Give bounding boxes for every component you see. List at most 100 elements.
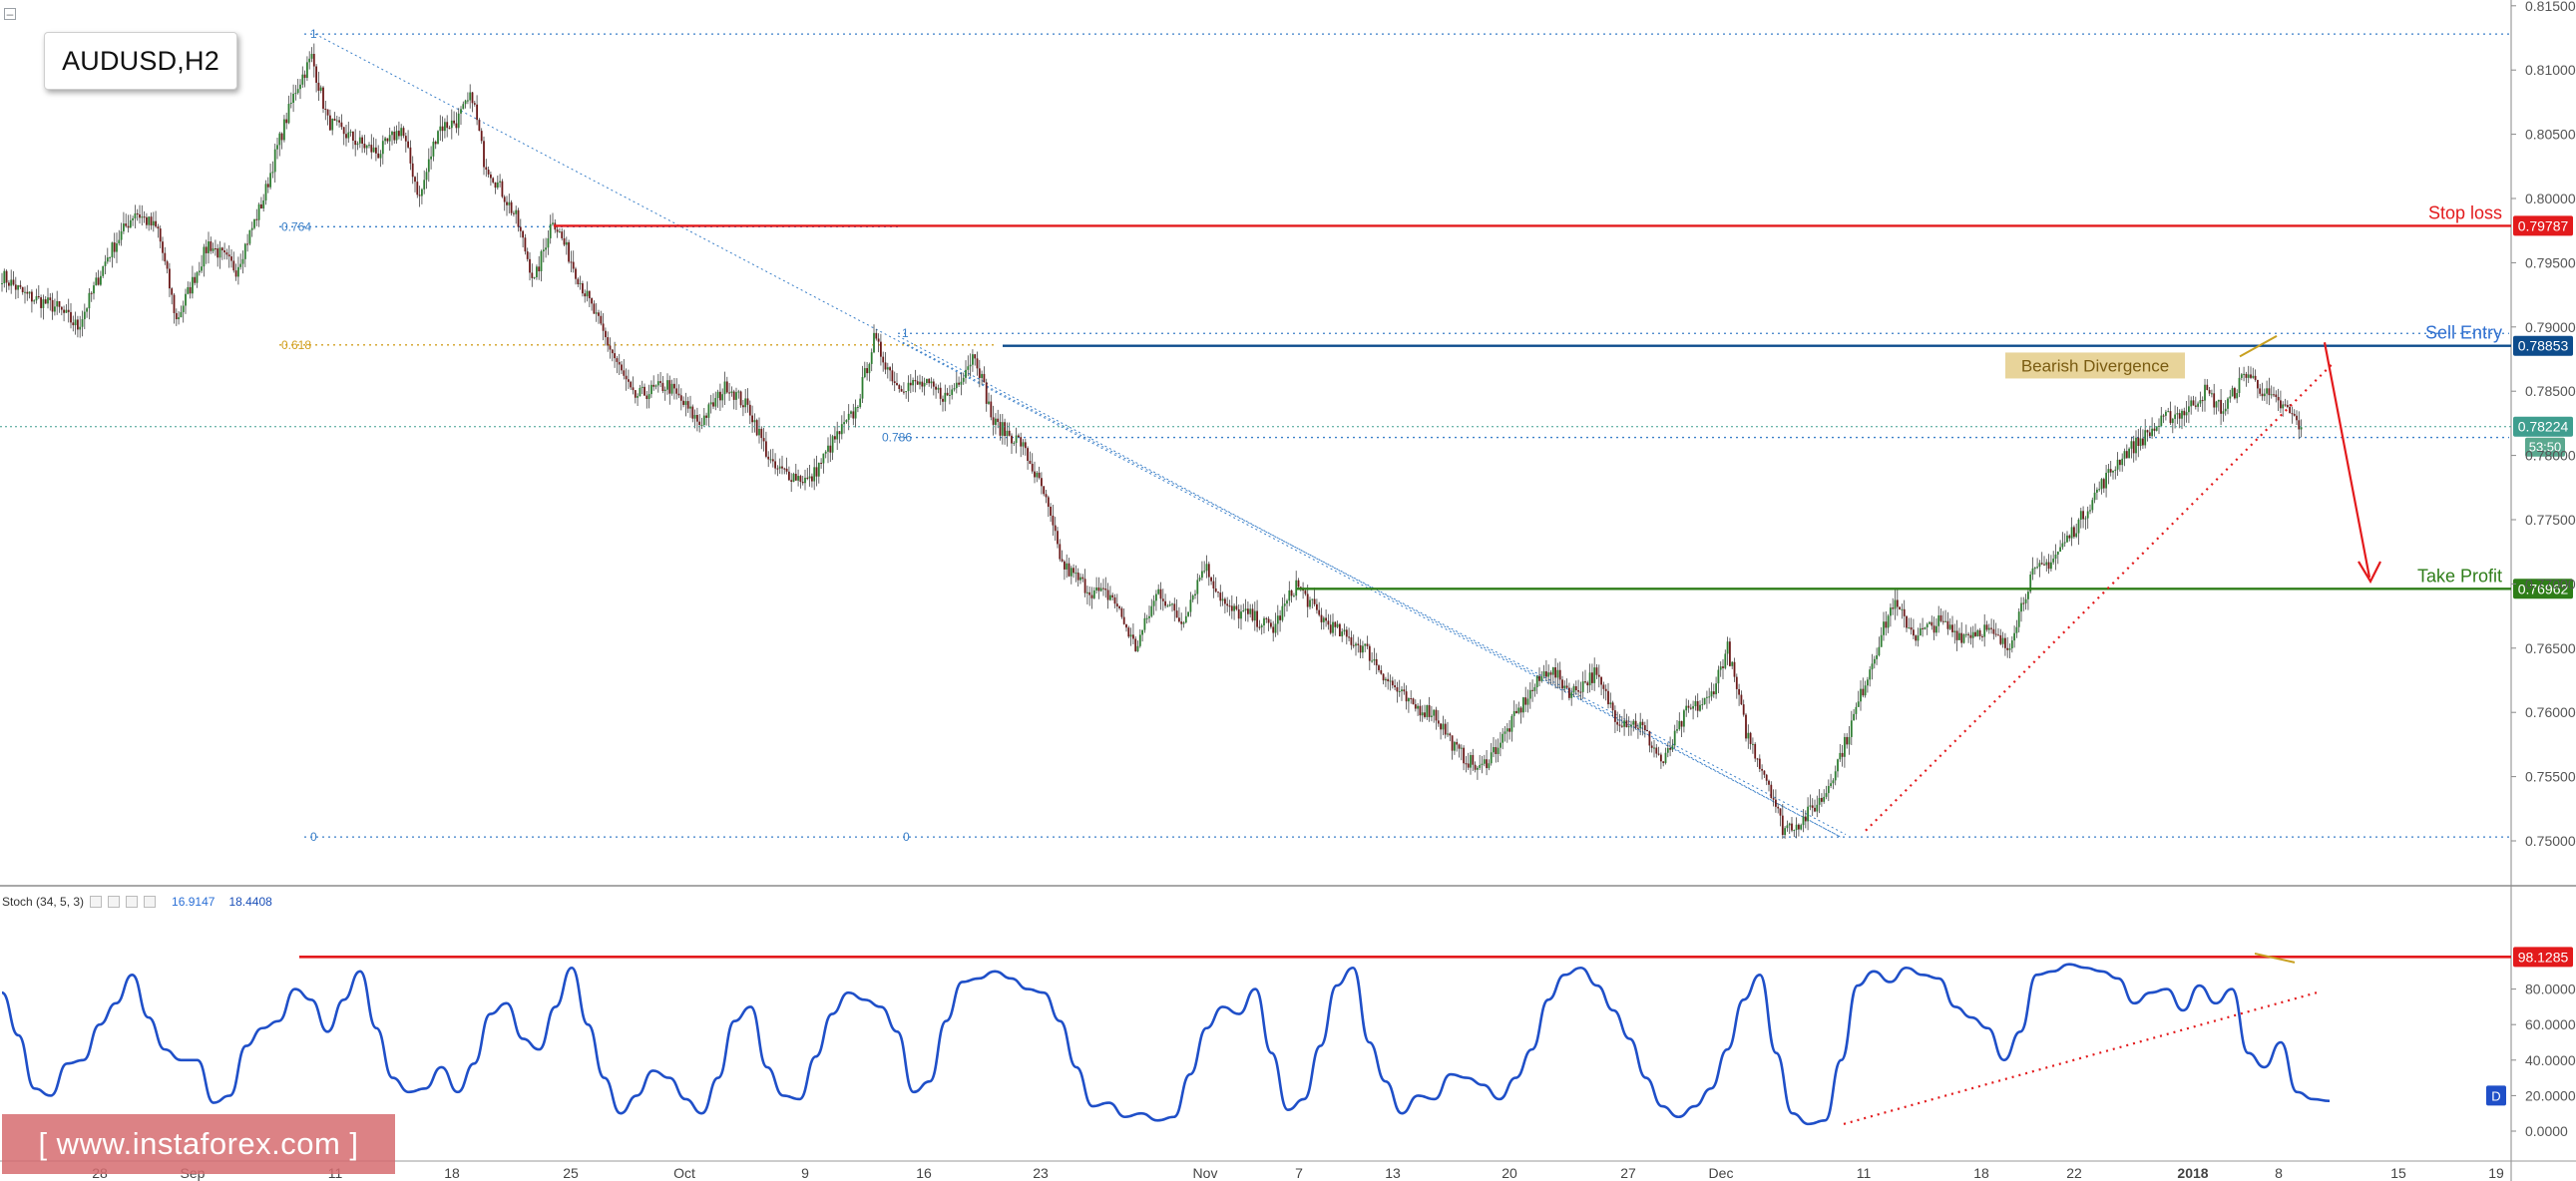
candle-body: [2284, 404, 2287, 406]
candle-body: [159, 228, 162, 242]
add-icon[interactable]: [126, 896, 139, 908]
candle-body: [2070, 527, 2073, 539]
candle-body: [1533, 686, 1536, 691]
candle-body: [951, 389, 954, 395]
stoch-trend-line[interactable]: [1843, 991, 2318, 1125]
take-profit-price-tag[interactable]: [2513, 579, 2573, 599]
candle-body: [1311, 598, 1314, 600]
candle-body: [14, 284, 17, 290]
candle-body: [1258, 626, 1261, 628]
candle-body: [287, 104, 290, 124]
candle-body: [1052, 515, 1055, 526]
price-axis[interactable]: 0.75000 0.75500 0.76000 0.76500 0.77000 0.775…: [2511, 0, 2576, 849]
close-icon[interactable]: [144, 896, 157, 908]
candle-body: [2275, 394, 2278, 397]
collapse-icon[interactable]: –: [4, 8, 16, 20]
candle-body: [1549, 672, 1552, 675]
candle-body: [72, 322, 75, 326]
projection-arrow[interactable]: [2323, 342, 2371, 579]
candle-body: [776, 468, 779, 470]
candle-body: [1460, 747, 1463, 749]
levels-layer[interactable]: Stop loss 0.79787 Sell Entry 0.78853 Take Pr…: [0, 202, 2573, 832]
candle-body: [363, 143, 366, 149]
candle-body: [1563, 685, 1566, 689]
time-tick-label: 15: [2390, 1165, 2406, 1181]
candle-body: [845, 419, 848, 423]
candle-body: [2291, 413, 2294, 415]
candle-body: [524, 237, 527, 252]
candle-body: [1493, 746, 1495, 753]
candle-body: [1804, 816, 1807, 822]
candle-body: [386, 138, 389, 142]
candle-body: [113, 242, 116, 252]
candle-body: [2266, 388, 2268, 394]
candle-body: [2040, 563, 2043, 565]
stoch-k-value: 16.9147: [172, 895, 215, 909]
watermark: [ www.instaforex.com ]: [2, 1114, 395, 1174]
candle-body: [1150, 605, 1153, 616]
candle-body: [437, 131, 439, 145]
candle-body: [1821, 797, 1823, 802]
candle-body: [1581, 681, 1584, 692]
candle-body: [647, 394, 650, 399]
support-trend-line[interactable]: [1865, 360, 2336, 832]
candle-body: [60, 306, 63, 310]
candle-body: [997, 418, 1000, 423]
candle-body: [1435, 709, 1438, 721]
candle-body: [136, 212, 139, 214]
candle-body: [898, 385, 901, 389]
candle-body: [2268, 388, 2271, 396]
candle-body: [2089, 510, 2091, 512]
candle-body: [781, 466, 783, 469]
candle-body: [693, 414, 696, 419]
last-price-tag[interactable]: [2513, 416, 2573, 437]
indicator-legend[interactable]: Stoch (34, 5, 3) 16.9147 18.4408: [2, 895, 272, 909]
candle-body: [375, 147, 377, 154]
stochastic-pane[interactable]: 0.0000 20.0000 40.0000 60.0000 80.0000 98.128…: [1, 947, 2576, 1139]
candle-body: [1931, 621, 1933, 626]
candle-body: [1194, 593, 1196, 595]
candle-body: [813, 467, 816, 482]
candle-body: [1274, 623, 1277, 633]
price-tick-label: 0.80000: [2525, 191, 2576, 206]
candle-body: [1036, 472, 1039, 478]
price-tick-label: 0.78500: [2525, 383, 2576, 399]
candle-body: [1901, 608, 1904, 610]
symbol-label[interactable]: AUDUSD,H2: [44, 32, 237, 90]
candle-body: [377, 153, 380, 159]
candle-body: [2176, 413, 2179, 415]
fib-trend-line: [314, 33, 1842, 838]
stoch-tick-label: 40.0000: [2525, 1052, 2576, 1068]
candle-body: [1214, 588, 1217, 592]
visibility-icon[interactable]: [108, 896, 121, 908]
candle-body: [271, 172, 274, 174]
candle-body: [1540, 675, 1543, 681]
candle-body: [988, 401, 990, 404]
candle-body: [1168, 603, 1171, 606]
candle-body: [1001, 422, 1004, 436]
stop-loss-price-tag[interactable]: [2513, 215, 2573, 236]
settings-icon[interactable]: [90, 896, 103, 908]
candle-body: [42, 299, 45, 308]
candle-body: [896, 382, 898, 386]
candle-body: [208, 241, 210, 253]
price-tick-label: 0.77000: [2525, 576, 2576, 591]
candle-body: [684, 401, 687, 405]
candle-body: [1247, 608, 1249, 614]
time-axis[interactable]: 28Sep111825Oct91623Nov7132027Dec11182220…: [92, 1165, 2504, 1181]
sell-entry-price-tag[interactable]: [2513, 335, 2573, 356]
candle-body: [1999, 634, 2002, 644]
candle-body: [737, 391, 740, 393]
candle-body: [1249, 608, 1252, 614]
annotation-box[interactable]: [2005, 352, 2185, 379]
candle-body: [370, 145, 373, 153]
candle-body: [17, 284, 19, 290]
candle-body: [1283, 603, 1286, 606]
stoch-k-line[interactable]: [1, 963, 2331, 1126]
stoch-badge[interactable]: [2486, 1085, 2506, 1106]
candle-body: [593, 303, 596, 314]
candle-body: [260, 203, 262, 208]
candle-body: [1006, 430, 1009, 437]
candle-body: [1880, 634, 1883, 647]
